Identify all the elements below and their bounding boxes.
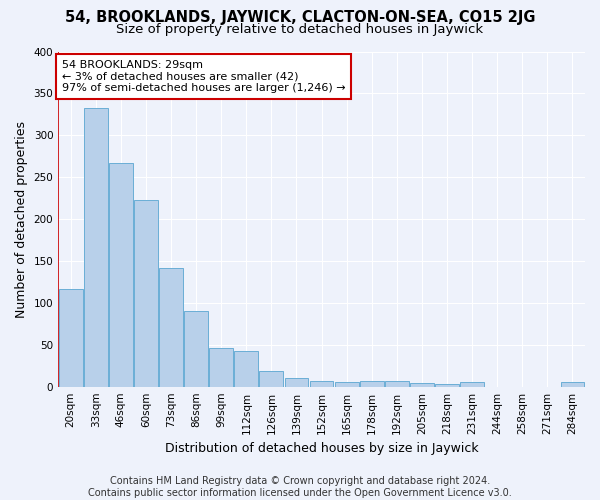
Text: 54, BROOKLANDS, JAYWICK, CLACTON-ON-SEA, CO15 2JG: 54, BROOKLANDS, JAYWICK, CLACTON-ON-SEA,…	[65, 10, 535, 25]
Bar	[560, 382, 584, 386]
Bar	[184, 312, 208, 386]
Text: Size of property relative to detached houses in Jaywick: Size of property relative to detached ho…	[116, 22, 484, 36]
Text: Contains HM Land Registry data © Crown copyright and database right 2024.
Contai: Contains HM Land Registry data © Crown c…	[88, 476, 512, 498]
Text: 54 BROOKLANDS: 29sqm
← 3% of detached houses are smaller (42)
97% of semi-detach: 54 BROOKLANDS: 29sqm ← 3% of detached ho…	[62, 60, 346, 93]
Bar	[385, 381, 409, 386]
Bar	[134, 200, 158, 386]
Bar	[435, 384, 459, 386]
Bar	[159, 268, 183, 386]
Bar	[109, 163, 133, 386]
Bar	[460, 382, 484, 386]
Bar	[410, 384, 434, 386]
Bar	[59, 288, 83, 386]
Bar	[235, 352, 258, 386]
Y-axis label: Number of detached properties: Number of detached properties	[15, 120, 28, 318]
Bar	[84, 108, 108, 386]
Bar	[209, 348, 233, 387]
Bar	[284, 378, 308, 386]
X-axis label: Distribution of detached houses by size in Jaywick: Distribution of detached houses by size …	[165, 442, 478, 455]
Bar	[360, 381, 383, 386]
Bar	[259, 371, 283, 386]
Bar	[335, 382, 359, 386]
Bar	[310, 381, 334, 386]
